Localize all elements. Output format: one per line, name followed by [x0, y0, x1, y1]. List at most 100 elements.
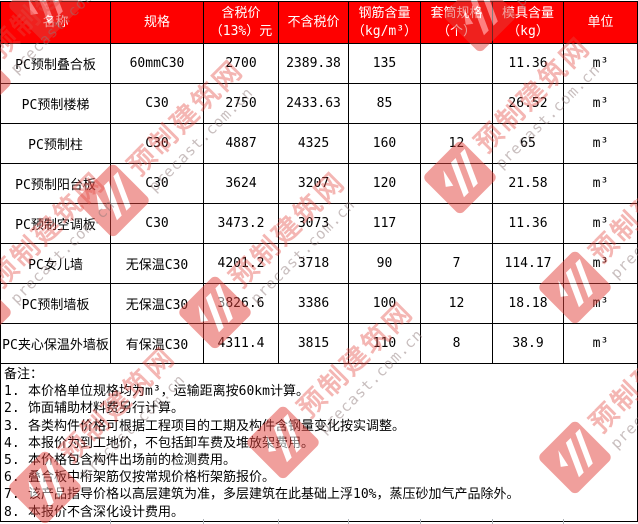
header-cell: 不含税价: [278, 1, 349, 44]
gridline-stub: [203, 519, 204, 524]
cell-price-incl-tax: 2750: [203, 83, 279, 124]
cell-sleeve-spec: 12: [420, 283, 493, 324]
table-row: PC预制柱 C30 4887 4325 160 12 65 m³: [0, 123, 638, 164]
cell-price-excl-tax: 3718: [278, 243, 349, 284]
cell-rebar-content: 110: [348, 323, 421, 364]
header-cell-line1: 钢筋含量: [358, 5, 411, 21]
header-cell: 钢筋含量 （kg/m³）: [348, 1, 421, 44]
header-cell: 模具含量 （kg）: [492, 1, 564, 44]
cell-name: PC预制空调板: [0, 203, 111, 244]
cell-price-incl-tax: 3624: [203, 163, 279, 204]
cell-rebar-content: 135: [348, 43, 421, 84]
note-line: 6. 叠合板中桁架筋仅按常规价格桁架筋报价。: [4, 469, 634, 486]
header-cell: 单位: [563, 1, 638, 44]
header-cell-line1: 含税价: [221, 5, 261, 21]
header-cell: 名称: [0, 1, 111, 44]
cell-price-excl-tax: 3207: [278, 163, 349, 204]
note-line: 1. 本价格单位规格均为m³，运输距离按60km计算。: [4, 383, 634, 400]
table-row: PC预制叠合板 60mmC30 2700 2389.38 135 11.36 m…: [0, 43, 638, 84]
cell-spec: C30: [110, 203, 204, 244]
note-line: 4. 本报价为到工地价，不包括卸车费及堆放架费用。: [4, 435, 634, 452]
gridline-stub: [278, 519, 279, 524]
header-cell-line2: （13%）元: [209, 23, 273, 39]
header-cell-line1: 规格: [143, 14, 170, 30]
cell-price-excl-tax: 3386: [278, 283, 349, 324]
header-cell-line2: （kg）: [507, 23, 549, 39]
cell-mould-content: 114.17: [492, 243, 564, 284]
table-header-row: 名称 规格 含税价 （13%）元 不含税价 钢筋含量 （kg/m³） 套筒规格 …: [0, 1, 638, 44]
table-row: PC夹心保温外墙板 有保温C30 4311.4 3815 110 8 38.9 …: [0, 323, 638, 364]
note-number: 6.: [4, 470, 20, 486]
cell-price-incl-tax: 4311.4: [203, 323, 279, 364]
cell-spec: C30: [110, 163, 204, 204]
cell-unit: m³: [563, 203, 638, 244]
note-number: 4.: [4, 435, 20, 451]
bottom-gridline-stubs: [0, 519, 638, 524]
cell-price-incl-tax: 2700: [203, 43, 279, 84]
cell-unit: m³: [563, 163, 638, 204]
cell-unit: m³: [563, 243, 638, 284]
header-cell-line1: 套筒规格: [430, 5, 483, 21]
gridline-stub: [563, 519, 564, 524]
cell-spec: 有保温C30: [110, 323, 204, 364]
cell-name: PC预制阳台板: [0, 163, 111, 204]
cell-mould-content: 11.36: [492, 43, 564, 84]
cell-sleeve-spec: 12: [420, 123, 493, 164]
table-row: PC预制阳台板 C30 3624 3207 120 21.58 m³: [0, 163, 638, 204]
note-number: 5.: [4, 453, 20, 469]
header-cell: 套筒规格 （个）: [420, 1, 493, 44]
note-line: 2. 饰面辅助材料费另行计算。: [4, 400, 634, 417]
cell-sleeve-spec: [420, 43, 493, 84]
note-text: 饰面辅助材料费另行计算。: [28, 401, 185, 417]
cell-sleeve-spec: 8: [420, 323, 493, 364]
note-number: 3.: [4, 418, 20, 434]
cell-rebar-content: 90: [348, 243, 421, 284]
header-cell-line1: 单位: [587, 14, 614, 30]
cell-rebar-content: 85: [348, 83, 421, 124]
cell-price-excl-tax: 3073: [278, 203, 349, 244]
gridline-stub: [420, 519, 421, 524]
note-text: 该产品指导价格以高层建筑为准，多层建筑在此基础上浮10%，蒸压砂加气产品除外。: [28, 487, 520, 503]
note-number: 2.: [4, 401, 20, 417]
cell-rebar-content: 120: [348, 163, 421, 204]
cell-mould-content: 21.58: [492, 163, 564, 204]
cell-spec: C30: [110, 83, 204, 124]
notes-title: 备注：: [4, 367, 44, 382]
cell-spec: 无保温C30: [110, 283, 204, 324]
cell-sleeve-spec: [420, 83, 493, 124]
cell-spec: 60mmC30: [110, 43, 204, 84]
header-cell-line2: （kg/m³）: [351, 23, 418, 39]
note-text: 各类构件价格可根据工程项目的工期及构件含钢量变化按实调整。: [28, 418, 406, 434]
cell-rebar-content: 160: [348, 123, 421, 164]
cell-rebar-content: 100: [348, 283, 421, 324]
header-cell: 含税价 （13%）元: [203, 1, 279, 44]
note-number: 1.: [4, 384, 20, 400]
note-line: 7. 该产品指导价格以高层建筑为准，多层建筑在此基础上浮10%，蒸压砂加气产品除…: [4, 486, 634, 503]
table-row: PC预制楼梯 C30 2750 2433.63 85 26.52 m³: [0, 83, 638, 124]
gridline-stub: [492, 519, 493, 524]
cell-unit: m³: [563, 83, 638, 124]
cell-mould-content: 26.52: [492, 83, 564, 124]
cell-spec: C30: [110, 123, 204, 164]
cell-unit: m³: [563, 283, 638, 324]
note-text: 叠合板中桁架筋仅按常规价格桁架筋报价。: [28, 470, 276, 486]
cell-name: PC夹心保温外墙板: [0, 323, 111, 364]
note-number: 7.: [4, 487, 20, 503]
table-row: PC女儿墙 无保温C30 4201.2 3718 90 7 114.17 m³: [0, 243, 638, 284]
cell-sleeve-spec: [420, 203, 493, 244]
cell-unit: m³: [563, 43, 638, 84]
cell-spec: 无保温C30: [110, 243, 204, 284]
cell-mould-content: 38.9: [492, 323, 564, 364]
header-cell: 规格: [110, 1, 204, 44]
cell-name: PC预制柱: [0, 123, 111, 164]
cell-mould-content: 65: [492, 123, 564, 164]
cell-price-excl-tax: 2433.63: [278, 83, 349, 124]
header-cell-line2: （个）: [436, 23, 476, 39]
cell-price-incl-tax: 4887: [203, 123, 279, 164]
note-text: 本价格单位规格均为m³，运输距离按60km计算。: [28, 384, 309, 400]
cell-name: PC女儿墙: [0, 243, 111, 284]
cell-price-incl-tax: 3473.2: [203, 203, 279, 244]
cell-name: PC预制墙板: [0, 283, 111, 324]
